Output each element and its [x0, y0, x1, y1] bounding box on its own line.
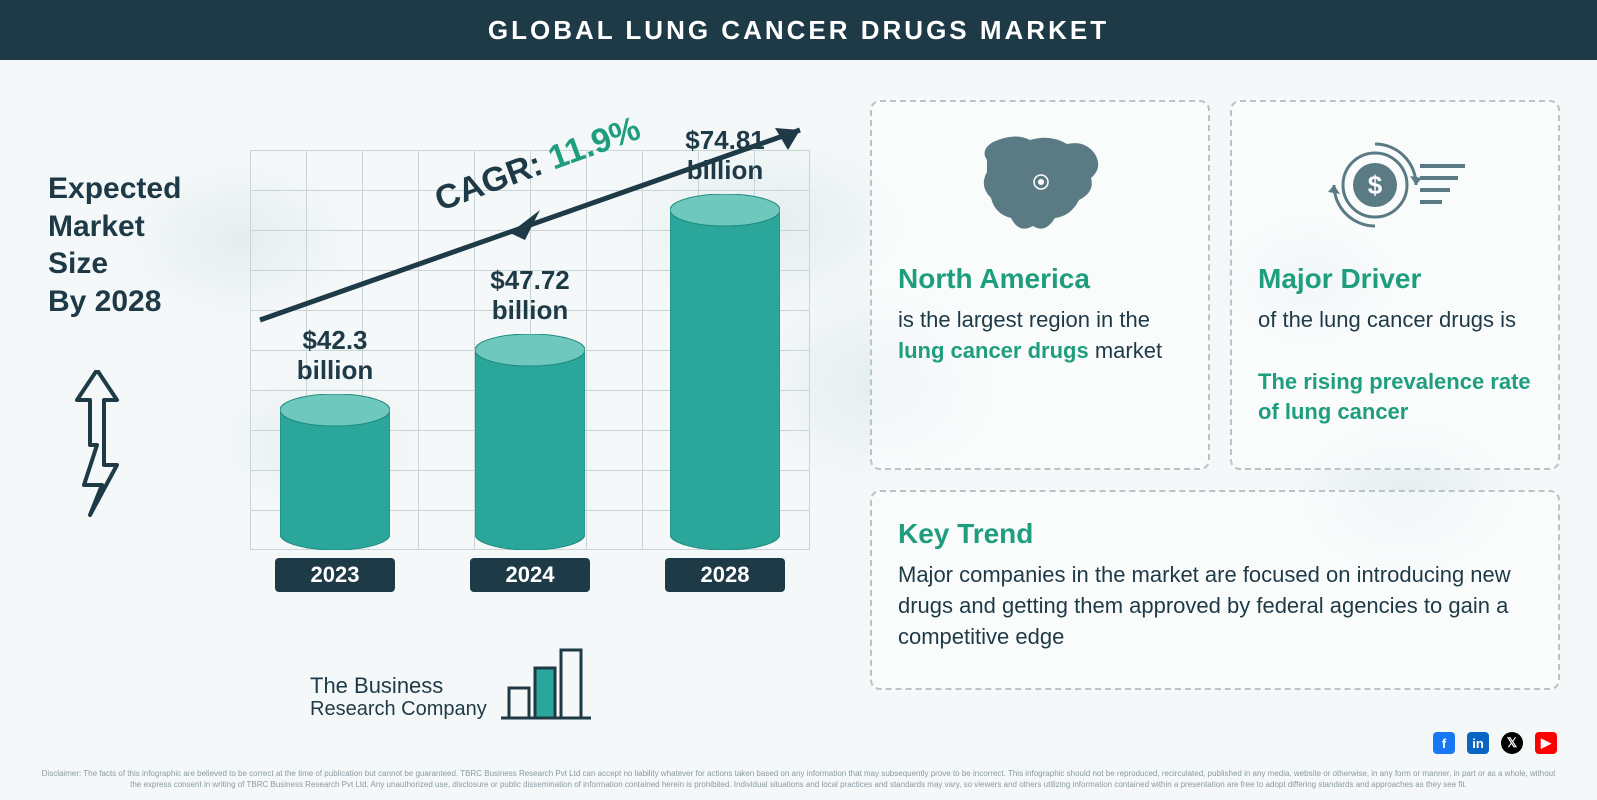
content-area: Expected Market Size By 2028 CAGR: 11.9%…	[0, 60, 1597, 800]
bar-2023: $42.3billion2023	[280, 394, 390, 550]
disclaimer-text: Disclaimer: The facts of this infographi…	[40, 769, 1557, 790]
facebook-glyph: f	[1442, 736, 1446, 751]
bar-value-label-2024: $47.72billion	[450, 266, 610, 326]
header-bar: GLOBAL LUNG CANCER DRUGS MARKET	[0, 0, 1597, 60]
trend-card: Key Trend Major companies in the market …	[870, 490, 1560, 690]
left-label-l2: Market	[48, 208, 181, 246]
youtube-glyph: ▶	[1541, 735, 1551, 751]
market-size-bar-chart: CAGR: 11.9% $42.3billion2023$47.72billio…	[250, 120, 810, 600]
trend-title: Key Trend	[898, 518, 1532, 550]
bar-year-label-2023: 2023	[275, 558, 395, 592]
region-body-highlight: lung cancer drugs	[898, 338, 1089, 363]
youtube-icon[interactable]: ▶	[1535, 732, 1557, 754]
logo-bars-icon	[501, 640, 591, 720]
region-title: North America	[898, 263, 1182, 295]
x-twitter-icon[interactable]: 𝕏	[1501, 732, 1523, 754]
x-glyph: 𝕏	[1507, 735, 1517, 751]
left-label-l1: Expected	[48, 170, 181, 208]
svg-text:$: $	[1368, 170, 1383, 200]
north-america-map-icon	[898, 130, 1182, 245]
bar-year-label-2028: 2028	[665, 558, 785, 592]
driver-body-highlight: The rising prevalence rate of lung cance…	[1258, 369, 1531, 425]
social-icons: f in 𝕏 ▶	[1433, 732, 1557, 754]
logo-line2: Research Company	[310, 698, 487, 720]
expected-market-size-label: Expected Market Size By 2028	[48, 170, 181, 320]
logo-text: The Business Research Company	[310, 674, 487, 720]
bar-2028: $74.81billion2028	[670, 194, 780, 550]
linkedin-icon[interactable]: in	[1467, 732, 1489, 754]
driver-body-pre: of the lung cancer drugs is	[1258, 307, 1516, 332]
region-body-post: market	[1089, 338, 1162, 363]
facebook-icon[interactable]: f	[1433, 732, 1455, 754]
linkedin-glyph: in	[1472, 736, 1484, 751]
bar-value-label-2023: $42.3billion	[255, 326, 415, 386]
driver-title: Major Driver	[1258, 263, 1532, 295]
region-body-pre: is the largest region in the	[898, 307, 1150, 332]
driver-card: $ Major Driver of the lung cancer drugs …	[1230, 100, 1560, 470]
money-cycle-icon: $	[1258, 130, 1532, 245]
logo-line1: The Business	[310, 674, 487, 698]
company-logo: The Business Research Company	[310, 640, 591, 720]
region-card: North America is the largest region in t…	[870, 100, 1210, 470]
driver-body: of the lung cancer drugs is The rising p…	[1258, 305, 1532, 428]
header-title: GLOBAL LUNG CANCER DRUGS MARKET	[488, 15, 1109, 46]
bar-2024: $47.72billion2024	[475, 334, 585, 550]
bar-year-label-2024: 2024	[470, 558, 590, 592]
growth-arrow-icon	[62, 370, 132, 550]
left-label-l3: Size	[48, 245, 181, 283]
left-label-l4: By 2028	[48, 283, 181, 321]
trend-body: Major companies in the market are focuse…	[898, 560, 1532, 652]
region-body: is the largest region in the lung cancer…	[898, 305, 1182, 367]
bar-value-label-2028: $74.81billion	[645, 126, 805, 186]
